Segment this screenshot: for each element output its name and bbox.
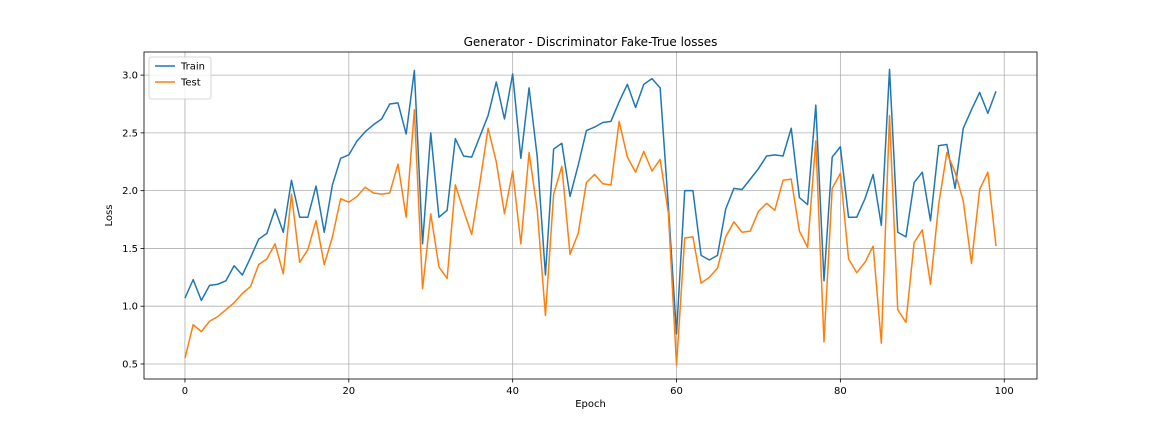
y-tick-label: 0.5 (122, 359, 138, 370)
y-axis-label: Loss (104, 205, 115, 227)
series-layer (184, 68, 997, 366)
x-tick-label: 100 (995, 386, 1014, 397)
series-line-test (184, 109, 997, 366)
y-tick-label: 2.0 (122, 186, 138, 197)
legend-box (148, 56, 212, 100)
legend: Train Test (148, 56, 212, 100)
chart-title: Generator - Discriminator Fake-True loss… (464, 35, 718, 49)
plot-frame (143, 51, 1038, 380)
y-tick-label: 1.0 (122, 302, 138, 313)
series-line-train (184, 68, 997, 335)
y-tick-label: 3.0 (122, 71, 138, 82)
x-tick-label: 60 (670, 386, 683, 397)
ticks: 0 20 40 60 80 100 0.5 1.0 1.5 2.0 2.5 3.0 (122, 71, 1014, 397)
x-tick-label: 40 (506, 386, 519, 397)
x-tick-label: 0 (182, 386, 188, 397)
x-tick-label: 20 (342, 386, 355, 397)
x-axis-label: Epoch (575, 399, 606, 410)
grid (144, 52, 1037, 379)
y-tick-label: 2.5 (122, 128, 138, 139)
x-tick-label: 80 (834, 386, 847, 397)
legend-label-test: Test (180, 78, 201, 89)
y-tick-label: 1.5 (122, 244, 138, 255)
legend-label-train: Train (180, 62, 205, 73)
